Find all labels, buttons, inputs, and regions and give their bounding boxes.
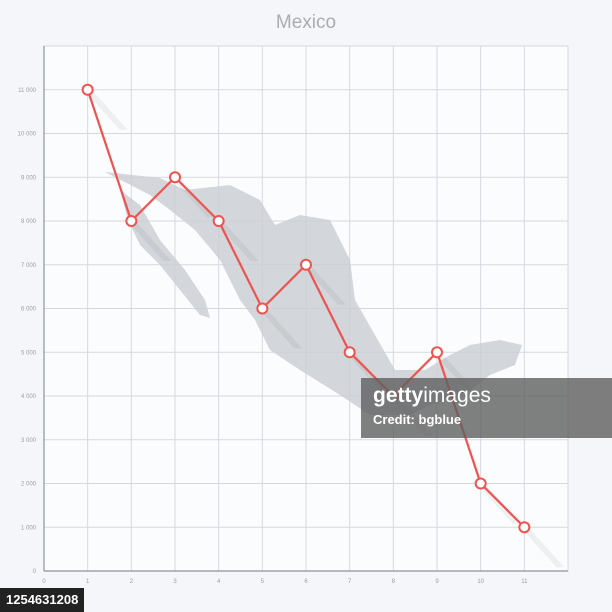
watermark: gettyimages Credit: bgblue bbox=[361, 378, 612, 438]
y-tick-label: 4 000 bbox=[21, 394, 37, 400]
data-point bbox=[125, 215, 138, 227]
series-segment bbox=[86, 89, 133, 222]
x-tick-label: 5 bbox=[261, 579, 265, 585]
watermark-brand: gettyimages bbox=[373, 384, 491, 407]
y-tick-label: 11 000 bbox=[18, 88, 37, 94]
series-segment bbox=[130, 176, 176, 222]
point-shadow bbox=[83, 89, 128, 130]
data-point bbox=[81, 83, 94, 96]
watermark-credit: Credit: bgblue bbox=[373, 412, 462, 427]
point-shadow bbox=[127, 221, 172, 261]
x-tick-label: 1 bbox=[86, 579, 90, 585]
x-tick-label: 10 bbox=[477, 579, 484, 585]
series-segment bbox=[305, 264, 351, 353]
x-tick-label: 8 bbox=[392, 579, 396, 585]
point-shadow bbox=[258, 308, 303, 349]
series-segment bbox=[261, 263, 307, 310]
series-segment bbox=[479, 482, 526, 529]
x-tick-label: 9 bbox=[435, 579, 439, 585]
chart-title: Mexico bbox=[275, 12, 337, 33]
data-point bbox=[518, 521, 531, 534]
data-point bbox=[431, 346, 443, 359]
x-tick-label: 2 bbox=[130, 579, 134, 585]
y-tick-label: 0 bbox=[33, 569, 37, 575]
x-tick-label: 6 bbox=[304, 579, 308, 585]
y-tick-label: 1 000 bbox=[21, 525, 37, 531]
data-point bbox=[343, 346, 356, 359]
series-segment bbox=[217, 220, 264, 309]
x-tick-label: 3 bbox=[173, 579, 177, 585]
data-point bbox=[474, 477, 487, 490]
data-point bbox=[300, 258, 312, 271]
image-id: 1254631208 bbox=[0, 588, 85, 612]
x-tick-label: 7 bbox=[348, 579, 352, 585]
y-tick-label: 3 000 bbox=[21, 438, 37, 444]
y-tick-label: 5 000 bbox=[21, 350, 37, 356]
x-tick-label: 11 bbox=[521, 579, 528, 585]
y-tick-label: 10 000 bbox=[18, 132, 37, 138]
point-shadow bbox=[520, 527, 565, 568]
x-tick-label: 4 bbox=[217, 579, 221, 585]
mexico-map-silhouette bbox=[105, 172, 522, 415]
y-tick-label: 7 000 bbox=[21, 263, 37, 269]
point-shadow bbox=[214, 221, 259, 261]
y-tick-label: 8 000 bbox=[21, 219, 37, 225]
series-segment bbox=[174, 176, 220, 222]
y-tick-label: 6 000 bbox=[21, 307, 37, 313]
y-tick-label: 9 000 bbox=[21, 175, 37, 181]
data-point bbox=[169, 171, 181, 184]
data-point bbox=[256, 302, 269, 315]
y-tick-label: 2 000 bbox=[21, 482, 37, 488]
x-tick-label: 0 bbox=[42, 579, 46, 585]
point-shadow bbox=[302, 264, 346, 305]
data-point bbox=[212, 215, 225, 227]
